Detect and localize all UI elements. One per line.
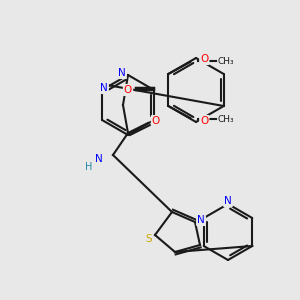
- Text: S: S: [146, 234, 152, 244]
- Text: O: O: [200, 54, 208, 64]
- Text: H: H: [85, 162, 93, 172]
- Text: CH₃: CH₃: [218, 56, 235, 65]
- Text: CH₃: CH₃: [218, 115, 235, 124]
- Text: O: O: [124, 85, 132, 95]
- Text: O: O: [152, 116, 160, 126]
- Text: O: O: [200, 116, 208, 126]
- Text: N: N: [224, 196, 232, 206]
- Text: N: N: [197, 215, 205, 225]
- Text: N: N: [100, 83, 108, 93]
- Text: N: N: [118, 68, 126, 78]
- Text: N: N: [95, 154, 103, 164]
